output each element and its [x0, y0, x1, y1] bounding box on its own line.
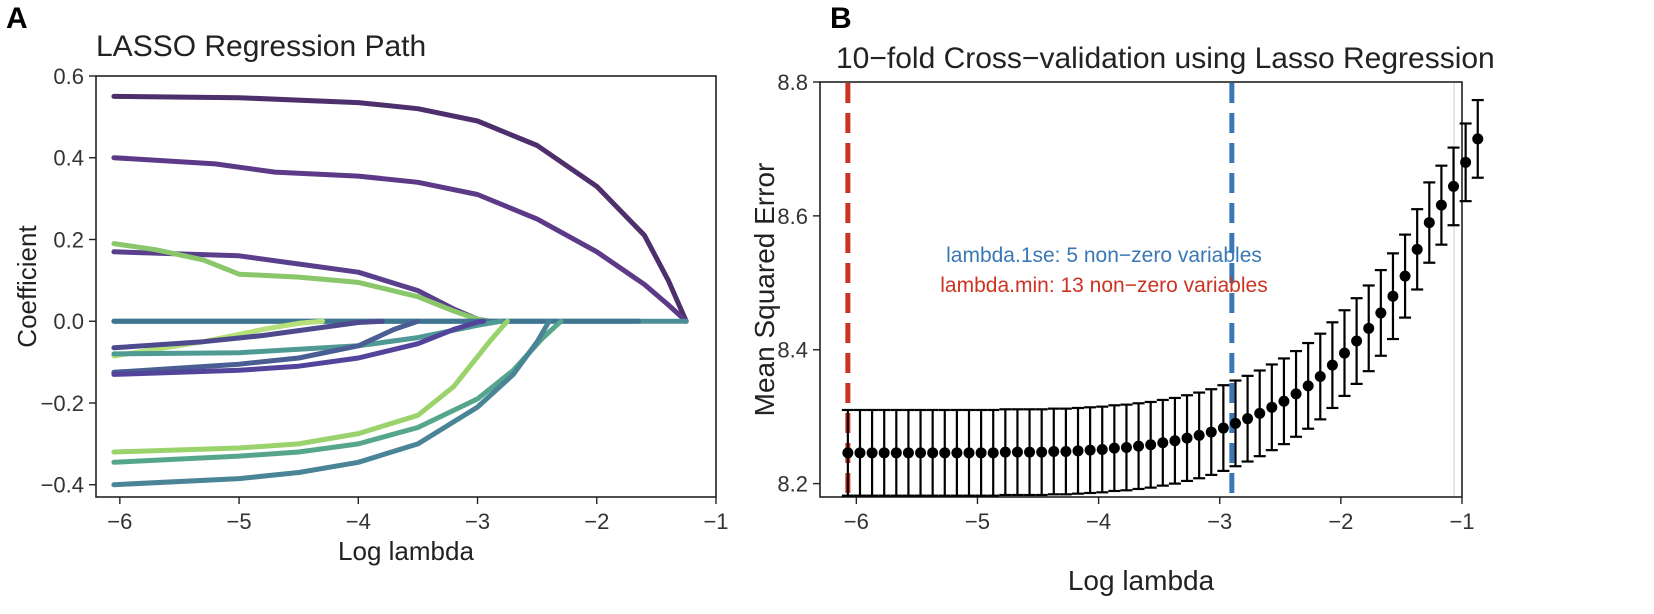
- chart-b-point: [1048, 445, 1060, 457]
- chart-b-point: [1351, 335, 1363, 347]
- chart-b-point: [1120, 441, 1132, 453]
- chart-a-series-v9: [111, 318, 504, 357]
- chart-a-series-v8: [111, 318, 385, 351]
- chart-b-point: [915, 447, 927, 459]
- chart-a-y-tick-label: 0.2: [53, 227, 84, 252]
- chart-b-x-tick-label: −2: [1328, 509, 1353, 534]
- chart-b-y-tick-label: 8.2: [777, 472, 808, 497]
- chart-b-annotation-lambda-min: lambda.min: 13 non−zero variables: [940, 274, 1267, 297]
- chart-b-x-tick-label: −1: [1449, 509, 1474, 534]
- chart-b-point: [1266, 401, 1278, 413]
- chart-b-y-tick-label: 8.8: [777, 70, 808, 95]
- chart-b-point: [1435, 199, 1447, 211]
- chart-b-point: [1205, 426, 1217, 438]
- chart-b-point: [1278, 395, 1290, 407]
- chart-a-y-tick-label: 0.6: [53, 64, 84, 89]
- chart-b-y-tick-label: 8.4: [777, 338, 808, 363]
- chart-a-x-tick-label: −4: [346, 509, 371, 534]
- chart-b-point: [999, 446, 1011, 458]
- chart-b-point: [963, 447, 975, 459]
- chart-b-y-tick-label: 8.6: [777, 204, 808, 229]
- chart-b-point: [1036, 446, 1048, 458]
- chart-b-point: [1411, 243, 1423, 255]
- chart-b-point: [866, 447, 878, 459]
- chart-b-plot-frame: [819, 81, 1463, 498]
- chart-b-point: [1217, 422, 1229, 434]
- chart-a-x-tick-label: −5: [227, 509, 252, 534]
- chart-b-point: [939, 447, 951, 459]
- chart-b-annotation-lambda-1se: lambda.1se: 5 non−zero variables: [946, 244, 1262, 267]
- chart-b-point: [1375, 307, 1387, 319]
- chart-b-point: [1387, 290, 1399, 302]
- chart-a-x-tick-label: −1: [703, 509, 728, 534]
- chart-b-point: [1339, 347, 1351, 359]
- chart-a-x-tick-label: −6: [107, 509, 132, 534]
- chart-b-x-tick-label: −5: [965, 509, 990, 534]
- chart-b-point: [1011, 446, 1023, 458]
- chart-a-y-tick-label: −0.4: [41, 473, 84, 498]
- panel-a-label: A: [6, 2, 28, 35]
- chart-b-point: [1084, 444, 1096, 456]
- chart-b-point: [1181, 432, 1193, 444]
- chart-b-point: [1024, 446, 1036, 458]
- chart-b-point: [1145, 439, 1157, 451]
- chart-b-x-tick-label: −6: [844, 509, 869, 534]
- chart-a-series-v10: [111, 318, 421, 375]
- chart-b-point: [1363, 322, 1375, 334]
- chart-b-point: [1448, 180, 1460, 192]
- chart-a-series-v14: [111, 318, 552, 488]
- chart-a-series-v4: [111, 241, 492, 324]
- chart-b-point: [1060, 445, 1072, 457]
- chart-b-point: [1072, 445, 1084, 457]
- chart-b-point: [1302, 380, 1314, 392]
- chart-b-point: [1460, 156, 1472, 168]
- chart-b-point: [1133, 440, 1145, 452]
- chart-b-point: [975, 447, 987, 459]
- chart-b-point: [1108, 442, 1120, 454]
- chart-a-series-v12: [111, 318, 510, 455]
- chart-a-series-v7: [111, 318, 325, 359]
- chart-b-title: 10−fold Cross−validation using Lasso Reg…: [836, 42, 1495, 75]
- chart-b-point: [1157, 437, 1169, 449]
- chart-a-x-axis-label: Log lambda: [338, 536, 474, 566]
- chart-b-point: [951, 447, 963, 459]
- chart-b-point: [987, 447, 999, 459]
- chart-b-point: [854, 447, 866, 459]
- chart-a-x-tick-label: −3: [465, 509, 490, 534]
- chart-a-series-v2: [111, 155, 689, 324]
- chart-b-point: [1242, 413, 1254, 425]
- chart-a-y-tick-label: −0.2: [41, 391, 84, 416]
- chart-a-series-v11: [111, 318, 486, 377]
- chart-a-series-v1: [111, 93, 689, 324]
- chart-b-point: [1169, 435, 1181, 447]
- chart-b-x-axis-label: Log lambda: [1068, 565, 1215, 596]
- chart-b-point: [1472, 133, 1484, 145]
- chart-b-point: [1314, 371, 1326, 383]
- chart-b-point: [890, 447, 902, 459]
- chart-a-title: LASSO Regression Path: [96, 30, 427, 63]
- chart-a-y-axis-label: Coefficient: [12, 225, 42, 348]
- chart-b-point: [878, 447, 890, 459]
- chart-b-point: [1290, 388, 1302, 400]
- chart-b-point: [1254, 407, 1266, 419]
- chart-b-point: [902, 447, 914, 459]
- chart-b-point: [1423, 217, 1435, 229]
- chart-a-y-tick-label: 0.0: [53, 309, 84, 334]
- chart-a-y-tick-label: 0.4: [53, 146, 84, 171]
- chart-b-x-tick-label: −4: [1086, 509, 1111, 534]
- chart-a-series-v3: [111, 249, 492, 324]
- chart-b-point: [1326, 359, 1338, 371]
- chart-b-point: [842, 447, 854, 459]
- chart-a-x-tick-label: −2: [584, 509, 609, 534]
- chart-a-plot-frame: [95, 75, 717, 498]
- chart-b-point: [1096, 443, 1108, 455]
- chart-b-point: [1229, 417, 1241, 429]
- chart-b-point: [1399, 270, 1411, 282]
- chart-b-point: [927, 447, 939, 459]
- panel-b-label: B: [830, 2, 852, 35]
- chart-b-y-axis-label: Mean Squared Error: [749, 163, 780, 417]
- chart-b-point: [1193, 429, 1205, 441]
- chart-b-x-tick-label: −3: [1207, 509, 1232, 534]
